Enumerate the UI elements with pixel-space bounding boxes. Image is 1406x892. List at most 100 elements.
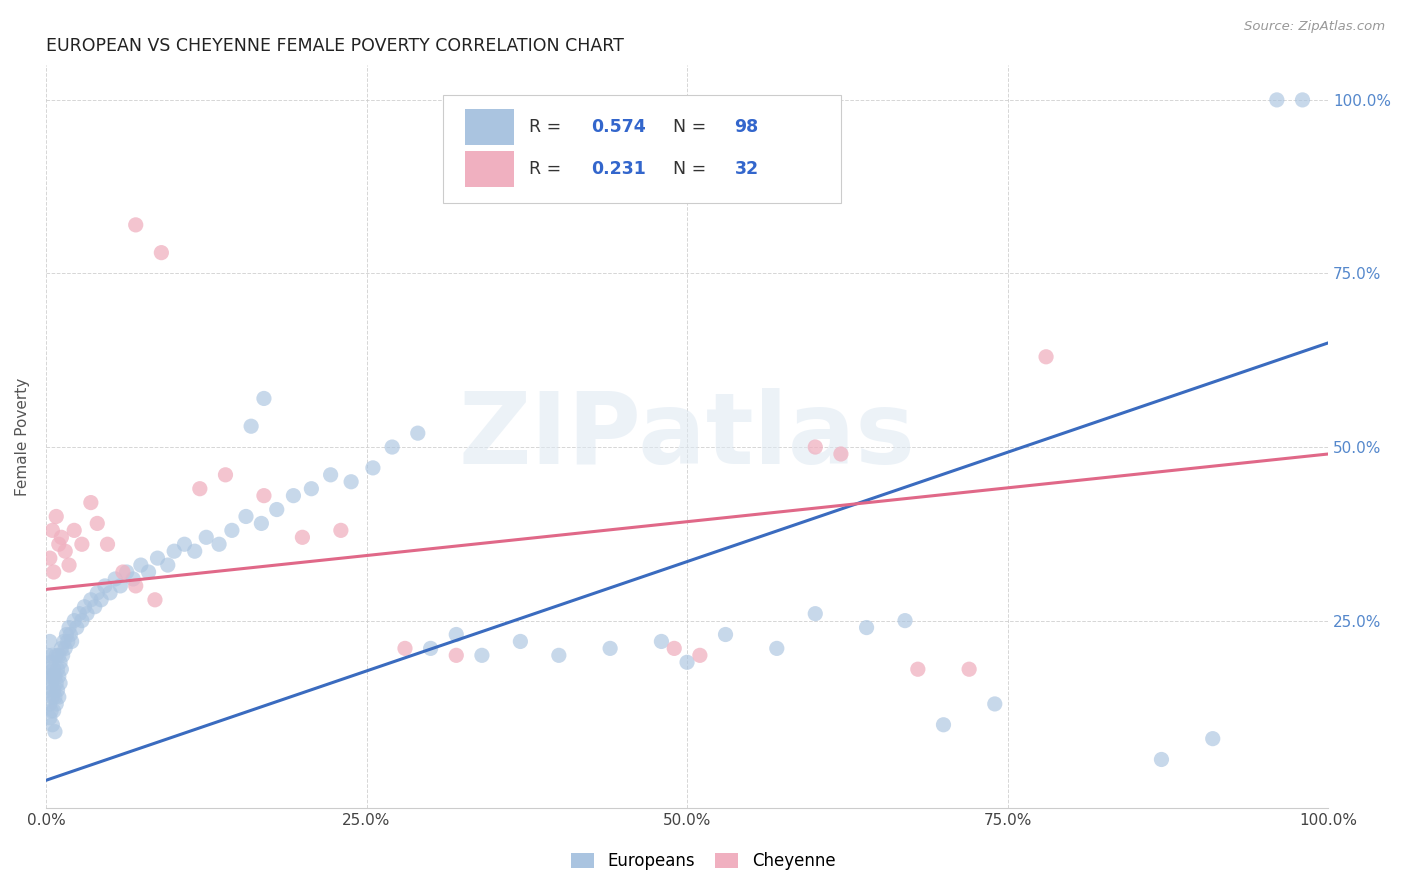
Point — [957, 662, 980, 676]
Point — [41, 690, 63, 704]
Point — [45, 509, 67, 524]
Point — [41, 669, 63, 683]
Point — [446, 648, 468, 663]
Point — [86, 516, 108, 531]
Point — [381, 440, 404, 454]
Point — [329, 524, 352, 538]
FancyBboxPatch shape — [465, 152, 515, 187]
Point — [855, 621, 877, 635]
Point — [173, 537, 195, 551]
Point — [53, 641, 76, 656]
Point — [41, 524, 63, 538]
Point — [1150, 752, 1173, 766]
Point — [319, 467, 342, 482]
Point — [907, 662, 929, 676]
Point — [1035, 350, 1057, 364]
Point — [419, 641, 441, 656]
Point — [42, 683, 65, 698]
Point — [39, 655, 62, 669]
Point — [63, 524, 86, 538]
Point — [80, 592, 103, 607]
Point — [41, 648, 63, 663]
Text: ZIPatlas: ZIPatlas — [458, 388, 915, 485]
Point — [253, 392, 276, 406]
Point — [115, 565, 138, 579]
Point — [44, 669, 66, 683]
Point — [1202, 731, 1225, 746]
Point — [111, 565, 134, 579]
Point — [37, 648, 59, 663]
Text: 0.574: 0.574 — [591, 118, 645, 136]
Point — [48, 648, 70, 663]
Text: 98: 98 — [734, 118, 759, 136]
Point — [283, 489, 305, 503]
FancyBboxPatch shape — [465, 109, 515, 145]
Point — [39, 704, 62, 718]
Point — [932, 718, 955, 732]
Point — [340, 475, 363, 489]
Point — [146, 551, 169, 566]
Point — [446, 627, 468, 641]
Text: R =: R = — [529, 118, 567, 136]
Point — [45, 676, 67, 690]
Point — [765, 641, 787, 656]
Point — [48, 537, 70, 551]
Point — [49, 655, 72, 669]
Text: 0.231: 0.231 — [591, 161, 645, 178]
Point — [90, 592, 112, 607]
Text: EUROPEAN VS CHEYENNE FEMALE POVERTY CORRELATION CHART: EUROPEAN VS CHEYENNE FEMALE POVERTY CORR… — [46, 37, 624, 55]
Point — [221, 524, 243, 538]
Point — [138, 565, 160, 579]
Point — [38, 711, 60, 725]
Point — [83, 599, 105, 614]
Point — [51, 662, 73, 676]
Point — [98, 586, 121, 600]
Point — [599, 641, 621, 656]
Point — [38, 669, 60, 683]
Point — [94, 579, 117, 593]
Text: N =: N = — [673, 161, 711, 178]
Point — [894, 614, 917, 628]
Point — [110, 579, 132, 593]
Text: N =: N = — [673, 118, 711, 136]
Point — [676, 655, 699, 669]
Point — [76, 607, 98, 621]
Point — [45, 697, 67, 711]
Point — [804, 607, 827, 621]
Point — [52, 648, 75, 663]
Point — [125, 218, 148, 232]
Point — [63, 614, 86, 628]
Point — [143, 592, 166, 607]
Point — [58, 558, 80, 572]
Point — [60, 634, 83, 648]
Point — [41, 718, 63, 732]
Point — [509, 634, 531, 648]
Point — [44, 724, 66, 739]
Legend: Europeans, Cheyenne: Europeans, Cheyenne — [564, 846, 842, 877]
Point — [46, 683, 69, 698]
Point — [650, 634, 672, 648]
Point — [122, 572, 145, 586]
Point — [38, 551, 60, 566]
Point — [80, 495, 103, 509]
Point — [86, 586, 108, 600]
Point — [266, 502, 288, 516]
Point — [48, 669, 70, 683]
Point — [44, 690, 66, 704]
Point — [38, 634, 60, 648]
Point — [253, 489, 276, 503]
Point — [208, 537, 231, 551]
Text: Source: ZipAtlas.com: Source: ZipAtlas.com — [1244, 20, 1385, 33]
Point — [38, 683, 60, 698]
Point — [195, 530, 218, 544]
Point — [214, 467, 236, 482]
Point — [1291, 93, 1313, 107]
Point — [471, 648, 494, 663]
Point — [55, 627, 77, 641]
Point — [240, 419, 263, 434]
Point — [73, 599, 96, 614]
Point — [53, 544, 76, 558]
Point — [129, 558, 152, 572]
Y-axis label: Female Poverty: Female Poverty — [15, 377, 30, 496]
Point — [56, 634, 79, 648]
